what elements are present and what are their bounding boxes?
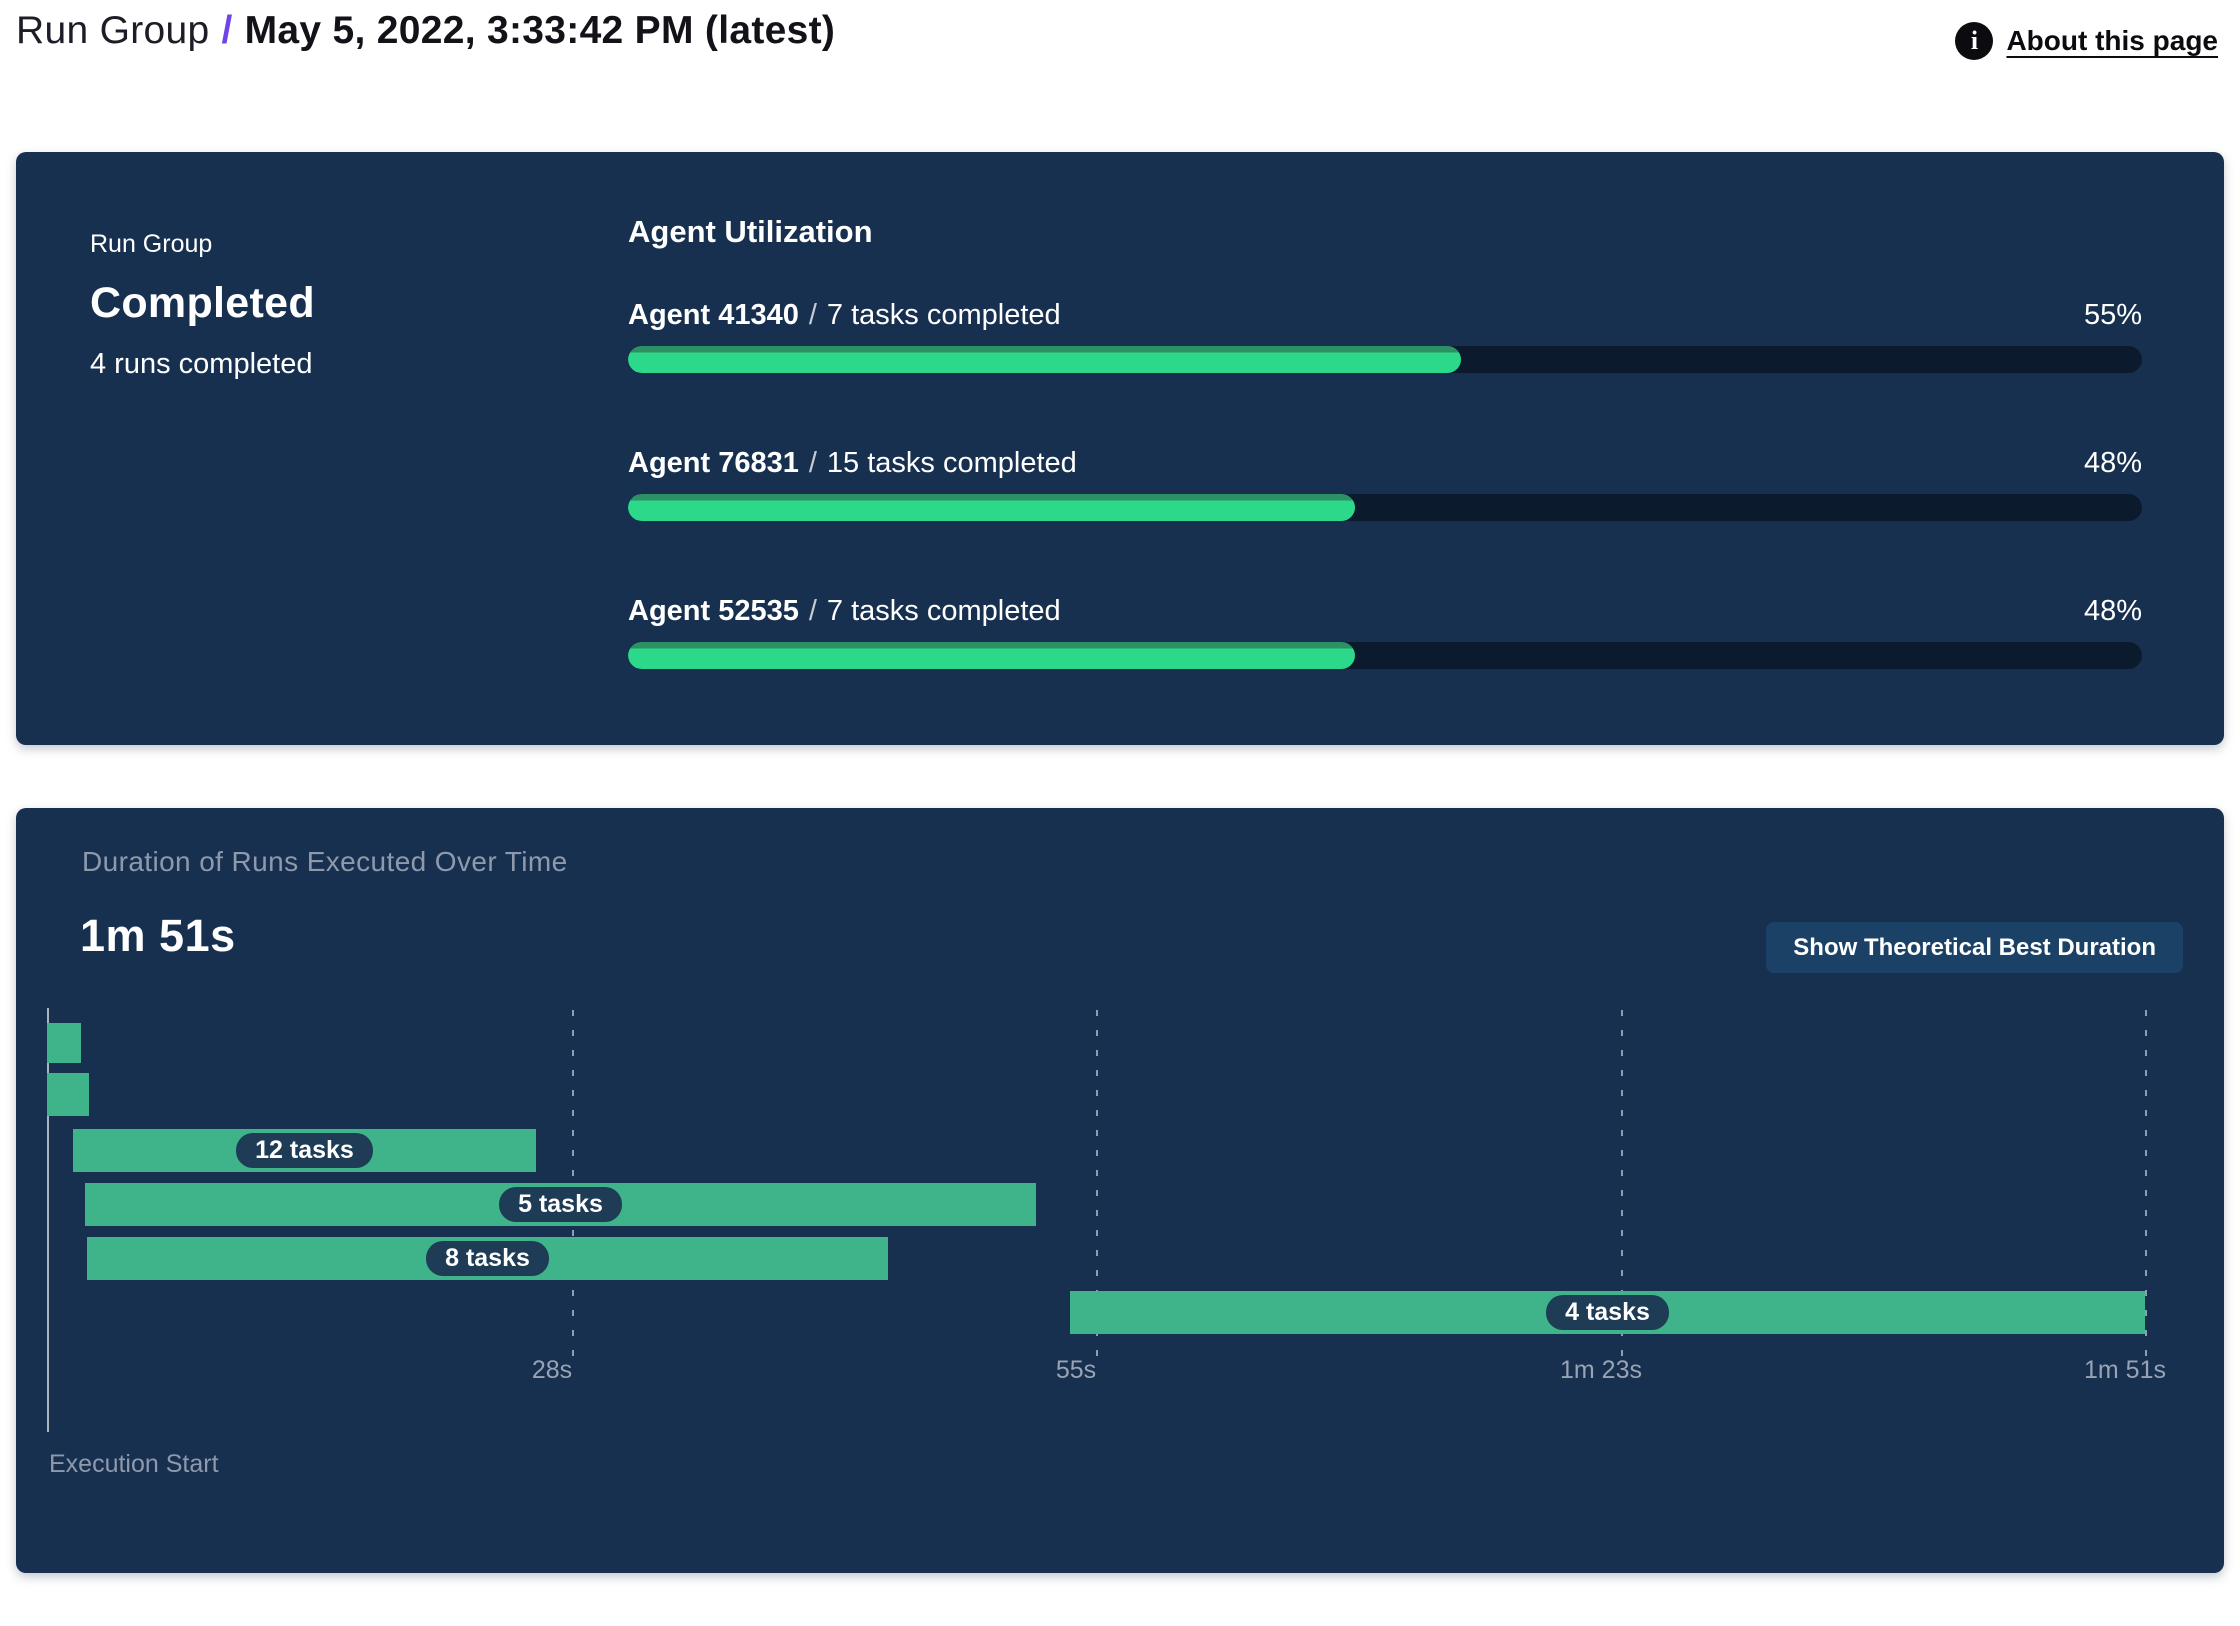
about-this-page-link[interactable]: About this page: [2006, 25, 2218, 56]
gantt-run-bar[interactable]: 4 tasks: [1070, 1291, 2145, 1334]
gantt-run-bar[interactable]: [47, 1023, 81, 1063]
agent-utilization-row: Agent 41340 / 7 tasks completed 55%: [628, 299, 2142, 373]
utilization-progress-fill: [628, 346, 1461, 373]
axis-tick-label: 1m 23s: [1560, 1356, 1642, 1384]
total-duration-value: 1m 51s: [80, 910, 236, 961]
runs-completed-count: 4 runs completed: [90, 348, 313, 380]
gantt-run-bar[interactable]: [47, 1073, 89, 1116]
agent-utilization-row: Agent 52535 / 7 tasks completed 48%: [628, 595, 2142, 669]
task-count-pill: 8 tasks: [426, 1241, 549, 1276]
agent-utilization-percent: 55%: [2083, 299, 2142, 331]
duration-chart-title: Duration of Runs Executed Over Time: [82, 846, 568, 877]
agent-utilization-row: Agent 76831 / 15 tasks completed 48%: [628, 447, 2142, 521]
agent-row-header: Agent 76831 / 15 tasks completed 48%: [628, 447, 2142, 480]
breadcrumb-run-group[interactable]: Run Group: [16, 9, 210, 52]
axis-tick-label: 28s: [531, 1356, 573, 1384]
agent-utilization-section: Agent Utilization Agent 41340 / 7 tasks co…: [628, 214, 2142, 669]
run-group-label: Run Group: [90, 230, 213, 258]
agent-name: Agent 41340: [628, 299, 799, 331]
agent-utilization-title: Agent Utilization: [628, 214, 873, 249]
agent-utilization-percent: 48%: [2083, 447, 2142, 479]
execution-start-label: Execution Start: [49, 1450, 219, 1478]
utilization-progress-track: [628, 494, 2142, 521]
agent-label-separator: /: [808, 299, 817, 331]
agent-row-header: Agent 52535 / 7 tasks completed 48%: [628, 595, 2142, 628]
run-group-status-panel: Run Group Completed 4 runs completed Age…: [16, 152, 2224, 745]
breadcrumb-separator: /: [221, 9, 233, 52]
agent-tasks-completed: 7 tasks completed: [826, 299, 1061, 331]
show-theoretical-best-duration-button[interactable]: Show Theoretical Best Duration: [1766, 922, 2183, 973]
time-gridline: [2145, 1010, 2147, 1366]
agent-utilization-percent: 48%: [2083, 595, 2142, 627]
page-header: Run Group / May 5, 2022, 3:33:42 PM (lates…: [16, 8, 2218, 60]
breadcrumb: Run Group / May 5, 2022, 3:33:42 PM (lates…: [16, 8, 835, 55]
gantt-run-bar[interactable]: 12 tasks: [73, 1129, 536, 1172]
agent-label-separator: /: [808, 447, 817, 479]
agent-name: Agent 76831: [628, 447, 799, 479]
axis-tick-label: 55s: [1055, 1356, 1097, 1384]
agent-row-label: Agent 52535 / 7 tasks completed: [628, 595, 1061, 628]
utilization-progress-track: [628, 642, 2142, 669]
agent-row-header: Agent 41340 / 7 tasks completed 55%: [628, 299, 2142, 332]
time-gridline: [1621, 1010, 1623, 1366]
agent-tasks-completed: 15 tasks completed: [826, 447, 1077, 479]
utilization-progress-fill: [628, 494, 1355, 521]
agent-name: Agent 52535: [628, 595, 799, 627]
gantt-chart: Execution Start 28s 55s 1m 23s 1m 51s 12 tas…: [47, 1008, 2207, 1528]
task-count-pill: 5 tasks: [499, 1187, 622, 1222]
about-this-page: i About this page: [1955, 22, 2218, 60]
info-icon: i: [1955, 22, 1994, 60]
task-count-pill: 12 tasks: [236, 1133, 373, 1168]
execution-start-axis-line: [47, 1008, 49, 1432]
axis-tick-label: 1m 51s: [2084, 1356, 2166, 1384]
utilization-progress-fill: [628, 642, 1355, 669]
duration-panel: Duration of Runs Executed Over Time 1m 5…: [16, 808, 2224, 1573]
run-group-status: Completed: [90, 279, 315, 327]
task-count-pill: 4 tasks: [1546, 1295, 1669, 1330]
time-gridline: [1096, 1010, 1098, 1366]
agent-row-label: Agent 76831 / 15 tasks completed: [628, 447, 1077, 480]
utilization-progress-track: [628, 346, 2142, 373]
agent-row-label: Agent 41340 / 7 tasks completed: [628, 299, 1061, 332]
agent-tasks-completed: 7 tasks completed: [826, 595, 1061, 627]
gantt-run-bar[interactable]: 8 tasks: [87, 1237, 888, 1280]
page-title: May 5, 2022, 3:33:42 PM (latest): [244, 9, 836, 52]
run-group-summary: Run Group Completed 4 runs completed: [90, 230, 315, 381]
agent-label-separator: /: [808, 595, 817, 627]
gantt-run-bar[interactable]: 5 tasks: [85, 1183, 1036, 1226]
